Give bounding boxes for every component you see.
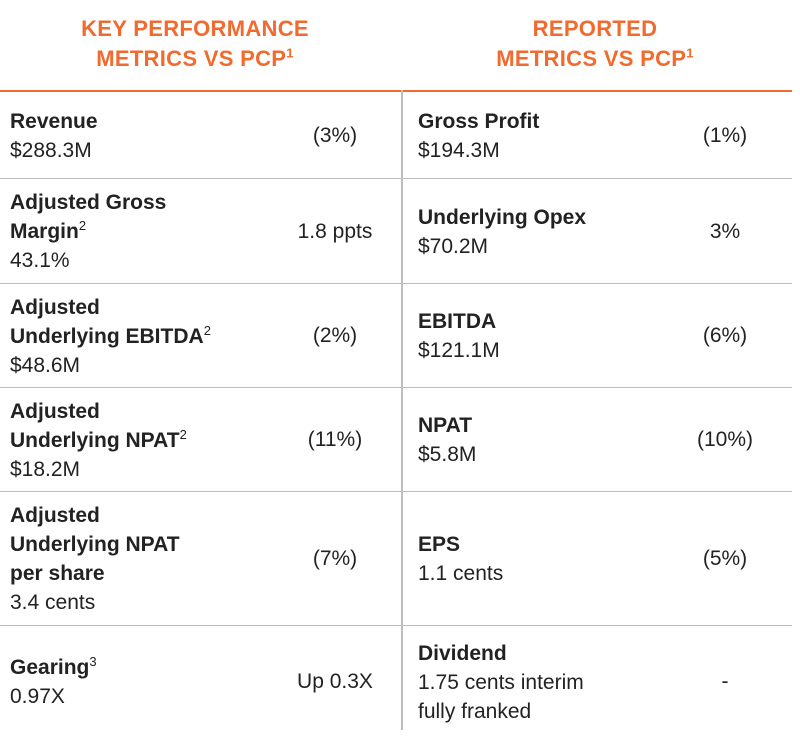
row-divider [0, 283, 792, 284]
right-metric-value: $194.3M [418, 138, 500, 162]
header-divider [0, 90, 792, 92]
left-metric-value: $288.3M [10, 138, 92, 162]
right-metric-value: 1.75 cents interim fully franked [418, 670, 584, 723]
left-heading-line2: METRICS VS PCP [96, 46, 287, 71]
right-metric-value: $5.8M [418, 443, 477, 466]
right-metric-label: EBITDA [418, 310, 497, 333]
right-heading-footnote: 1 [686, 45, 694, 61]
table-row: Adjusted Gross Margin2 43.1% 1.8 ppts Un… [0, 179, 792, 284]
left-heading-line1: KEY PERFORMANCE [81, 16, 309, 41]
left-metric: Adjusted Underlying NPAT2 $18.2M [10, 388, 280, 492]
left-metric-change-cell: (2%) [280, 284, 390, 388]
right-metric-change: (1%) [702, 123, 748, 147]
right-metric: EBITDA $121.1M [418, 284, 688, 388]
left-metric-change-cell: (7%) [280, 492, 390, 626]
left-metric-change-cell: 1.8 ppts [280, 179, 390, 284]
right-metric-change-cell: (1%) [660, 92, 790, 179]
right-metric-value: $70.2M [418, 234, 489, 258]
left-metric-value: 43.1% [10, 249, 70, 272]
left-metric-value: 0.97X [10, 685, 65, 708]
right-metric-change: - [721, 670, 729, 693]
left-metric-change-cell: (3%) [280, 92, 390, 179]
left-metric-footnote: 3 [89, 654, 97, 669]
left-metric-label: Adjusted Underlying EBITDA [10, 295, 204, 348]
left-metric: Gearing3 0.97X [10, 626, 280, 738]
left-metric-footnote: 2 [179, 426, 187, 442]
right-metric-value: $121.1M [418, 339, 500, 362]
row-divider [0, 491, 792, 492]
row-divider [0, 625, 792, 626]
right-metric-change-cell: 3% [660, 179, 790, 284]
left-metric-change: 1.8 ppts [297, 219, 373, 243]
right-metric: EPS 1.1 cents [418, 492, 688, 626]
right-metric-change-cell: (5%) [660, 492, 790, 626]
left-metric-change-cell: Up 0.3X [280, 626, 390, 738]
right-metric: Dividend 1.75 cents interim fully franke… [418, 626, 688, 738]
left-metric-change: (2%) [312, 324, 358, 347]
left-metric-footnote: 2 [203, 322, 211, 338]
table-row: Adjusted Underlying EBITDA2 $48.6M (2%) … [0, 284, 792, 388]
right-metric-label: NPAT [418, 414, 473, 437]
right-metric-change: (10%) [696, 428, 754, 451]
left-metric: Adjusted Underlying NPAT per share 3.4 c… [10, 492, 280, 626]
right-metric-label: EPS [418, 533, 461, 556]
right-metric-change-cell: (6%) [660, 284, 790, 388]
right-heading-line2: METRICS VS PCP [496, 46, 687, 71]
right-metric: Underlying Opex $70.2M [418, 179, 688, 284]
right-metric-change: 3% [709, 219, 741, 243]
left-metric-value: $18.2M [10, 457, 81, 481]
left-heading-footnote: 1 [286, 45, 294, 61]
right-metric-value: 1.1 cents [418, 562, 504, 585]
left-metric-label: Revenue [10, 109, 98, 133]
left-metric-change: Up 0.3X [297, 670, 373, 693]
left-metric-change: (11%) [307, 428, 363, 451]
left-metric-change: (3%) [312, 123, 358, 147]
left-metric-footnote: 2 [78, 218, 87, 233]
row-divider [0, 178, 792, 179]
right-metric-change: (5%) [702, 547, 748, 570]
left-metric-change: (7%) [312, 547, 358, 570]
right-metric-label: Underlying Opex [418, 205, 587, 229]
left-metric: Adjusted Gross Margin2 43.1% [10, 179, 280, 284]
column-divider [401, 90, 403, 730]
right-metric: Gross Profit $194.3M [418, 92, 688, 179]
row-divider [0, 387, 792, 388]
left-metric-value: $48.6M [10, 353, 81, 377]
right-metric-change: (6%) [702, 324, 748, 347]
right-column-heading: REPORTED METRICS VS PCP1 [440, 14, 750, 74]
left-metric-label: Gearing [10, 656, 90, 679]
table-row: Revenue $288.3M (3%) Gross Profit $194.3… [0, 92, 792, 179]
right-metric-label: Dividend [418, 641, 507, 665]
left-metric-label: Adjusted Underlying NPAT [10, 399, 180, 452]
left-metric-label: Adjusted Underlying NPAT per share [10, 504, 180, 585]
table-row: Gearing3 0.97X Up 0.3X Dividend 1.75 cen… [0, 626, 792, 738]
right-metric-change-cell: - [660, 626, 790, 738]
right-metric-change-cell: (10%) [660, 388, 790, 492]
right-heading-line1: REPORTED [532, 16, 658, 41]
left-metric-label: Adjusted Gross Margin [10, 191, 167, 243]
left-metric-value: 3.4 cents [10, 591, 96, 614]
left-metric-change-cell: (11%) [280, 388, 390, 492]
left-column-heading: KEY PERFORMANCE METRICS VS PCP1 [40, 14, 350, 74]
right-metric: NPAT $5.8M [418, 388, 688, 492]
table-row: Adjusted Underlying NPAT2 $18.2M (11%) N… [0, 388, 792, 492]
left-metric: Adjusted Underlying EBITDA2 $48.6M [10, 284, 280, 388]
table-row: Adjusted Underlying NPAT per share 3.4 c… [0, 492, 792, 626]
right-metric-label: Gross Profit [418, 109, 540, 133]
left-metric: Revenue $288.3M [10, 92, 280, 179]
